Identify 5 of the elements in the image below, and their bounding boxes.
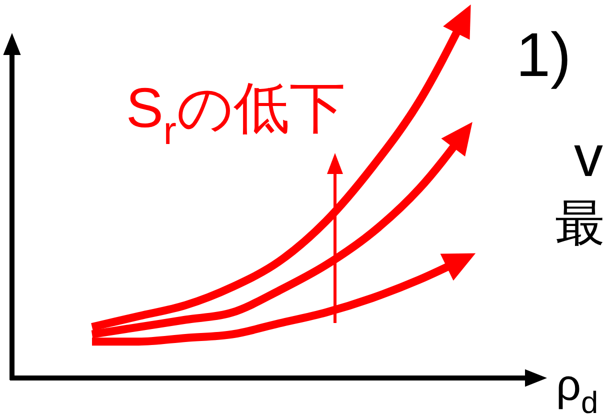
annotation: S$_{r}$の低下 <box>126 76 346 153</box>
x-axis-title: ρ$_{d}$ <box>556 361 598 419</box>
text: 最 <box>555 195 605 251</box>
text: v <box>574 124 603 189</box>
text: 1) <box>516 21 572 90</box>
